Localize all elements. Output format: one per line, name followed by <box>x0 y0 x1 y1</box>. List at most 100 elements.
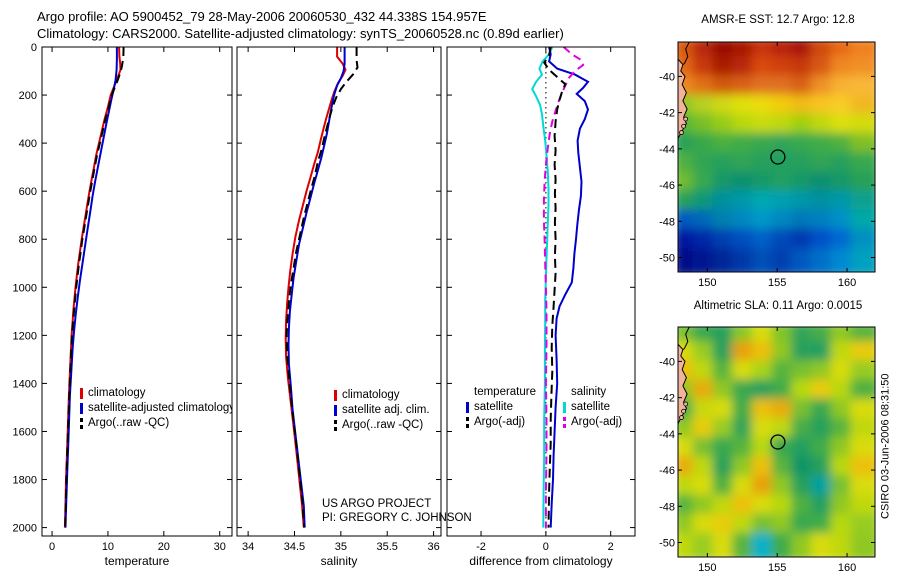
legend-line-marker <box>334 420 337 431</box>
lat-tick-label: -42 <box>659 393 675 405</box>
legend-label: satellite-adjusted climatology <box>88 402 232 414</box>
map-border <box>677 41 876 273</box>
island <box>683 401 689 407</box>
lon-tick-label: 160 <box>838 277 856 289</box>
legend-entry: satellite <box>563 400 653 415</box>
difference-salinity-legend: salinity satellite Argo(-adj) <box>563 385 653 430</box>
coastline <box>682 327 690 351</box>
lat-tick-label: -48 <box>659 216 675 228</box>
legend-entry: climatology <box>80 386 232 401</box>
legend-label: Argo(-adj) <box>474 416 526 428</box>
legend-entry: satellite <box>466 400 561 415</box>
legend-line-marker <box>334 405 337 416</box>
legend-line-marker <box>563 402 566 413</box>
x-tick-label: 2 <box>608 541 614 553</box>
island <box>681 123 686 129</box>
x-axis-label: temperature <box>105 554 170 568</box>
x-tick-label: 20 <box>158 541 170 553</box>
heatmap-cells <box>678 327 875 557</box>
depth-tick-label: 600 <box>19 186 37 198</box>
plot-border <box>41 46 233 537</box>
map-area <box>678 327 875 557</box>
depth-tick-label: 1800 <box>13 475 37 487</box>
x-axis-label: difference from climatology <box>469 554 612 568</box>
legend-label: Argo(-adj) <box>571 416 623 428</box>
figure-title: Argo profile: AO 5900452_79 28-May-2006 … <box>37 8 564 42</box>
profile-location-marker <box>770 434 786 450</box>
series-line <box>285 47 359 528</box>
depth-tick-label: 1200 <box>13 330 37 342</box>
depth-tick-label: 1600 <box>13 426 37 438</box>
lat-tick-label: -42 <box>659 108 675 120</box>
legend-entry: Argo(-adj) <box>466 415 561 430</box>
temperature-legend: climatology satellite-adjusted climatolog… <box>80 386 232 431</box>
depth-tick-label: 1400 <box>13 378 37 390</box>
lat-tick-label: -40 <box>659 356 675 368</box>
legend-label: temperature <box>474 386 537 398</box>
series-line <box>531 47 554 528</box>
series-line <box>542 47 567 528</box>
island <box>679 130 684 135</box>
depth-tick-label: 800 <box>19 234 37 246</box>
legend-line-marker <box>563 417 566 428</box>
x-tick-label: 34 <box>242 541 254 553</box>
map-border <box>677 326 876 558</box>
x-tick-label: 36 <box>427 541 439 553</box>
x-tick-label: 10 <box>102 541 114 553</box>
island <box>679 415 684 420</box>
legend-entry: Argo(..raw -QC) <box>334 418 444 433</box>
project-pi: PI: GREGORY C. JOHNSON <box>322 512 472 524</box>
sla-map-panel: 150 155 160 -40 -42 -44 -46 -48 -50 <box>659 326 876 574</box>
difference-temperature-legend: temperature satellite Argo(-adj) <box>466 385 561 430</box>
lat-tick-label: -50 <box>659 253 675 265</box>
depth-tick-label: 2000 <box>13 523 37 535</box>
lat-tick-label: -46 <box>659 465 675 477</box>
legend-entry: satellite-adjusted climatology <box>80 401 232 416</box>
legend-label: Argo(..raw -QC) <box>88 417 170 429</box>
coastline <box>682 42 690 66</box>
x-tick-label: 35 <box>335 541 347 553</box>
project-credit: US ARGO PROJECT PI: GREGORY C. JOHNSON <box>322 497 472 525</box>
legend-line-marker <box>334 390 337 401</box>
lon-tick-label: 155 <box>768 562 786 574</box>
series-line <box>63 47 122 528</box>
legend-label: satellite adj. clim. <box>342 404 430 416</box>
legend-entry: satellite adj. clim. <box>334 403 444 418</box>
plot-area <box>531 47 590 536</box>
title-line-1: Argo profile: AO 5900452_79 28-May-2006 … <box>37 9 487 24</box>
legend-line-marker <box>80 403 83 414</box>
salinity-legend: climatology satellite adj. clim. Argo(..ra… <box>334 388 444 433</box>
x-tick-label: 34.5 <box>284 541 305 553</box>
legend-header: salinity <box>563 385 653 400</box>
plot-border <box>446 46 636 537</box>
heatmap-cell <box>850 532 875 557</box>
legend-entry: Argo(..raw -QC) <box>80 416 232 431</box>
lat-tick-label: -46 <box>659 180 675 192</box>
project-name: US ARGO PROJECT <box>322 498 432 510</box>
sst-map-panel: 150 155 160 -40 -42 -44 -46 -48 -50 <box>659 41 876 289</box>
plot-border <box>236 46 442 537</box>
legend-entry: climatology <box>334 388 444 403</box>
island <box>683 116 689 122</box>
island <box>681 408 686 414</box>
depth-tick-label: 200 <box>19 90 37 102</box>
depth-tick-label: 0 <box>31 42 37 54</box>
sst-map-title: AMSR-E SST: 12.7 Argo: 12.8 <box>701 14 855 26</box>
lat-tick-label: -44 <box>659 429 675 441</box>
legend-label: satellite <box>571 401 610 413</box>
x-axis-label: salinity <box>321 554 358 568</box>
series-line <box>542 47 585 528</box>
depth-tick-label: 1000 <box>13 282 37 294</box>
lon-tick-label: 150 <box>698 277 716 289</box>
legend-line-marker <box>80 388 83 399</box>
plot-area <box>63 47 125 528</box>
csiro-timestamp: CSIRO 03-Jun-2006 08:31:50 <box>879 373 892 519</box>
sla-map-title: Altimetric SLA: 0.11 Argo: 0.0015 <box>693 300 863 312</box>
lon-tick-label: 160 <box>838 562 856 574</box>
x-tick-label: -2 <box>476 541 486 553</box>
map-area <box>678 42 875 272</box>
land-polygon <box>678 343 688 425</box>
legend-line-marker <box>466 417 469 428</box>
legend-label: salinity <box>571 386 607 398</box>
